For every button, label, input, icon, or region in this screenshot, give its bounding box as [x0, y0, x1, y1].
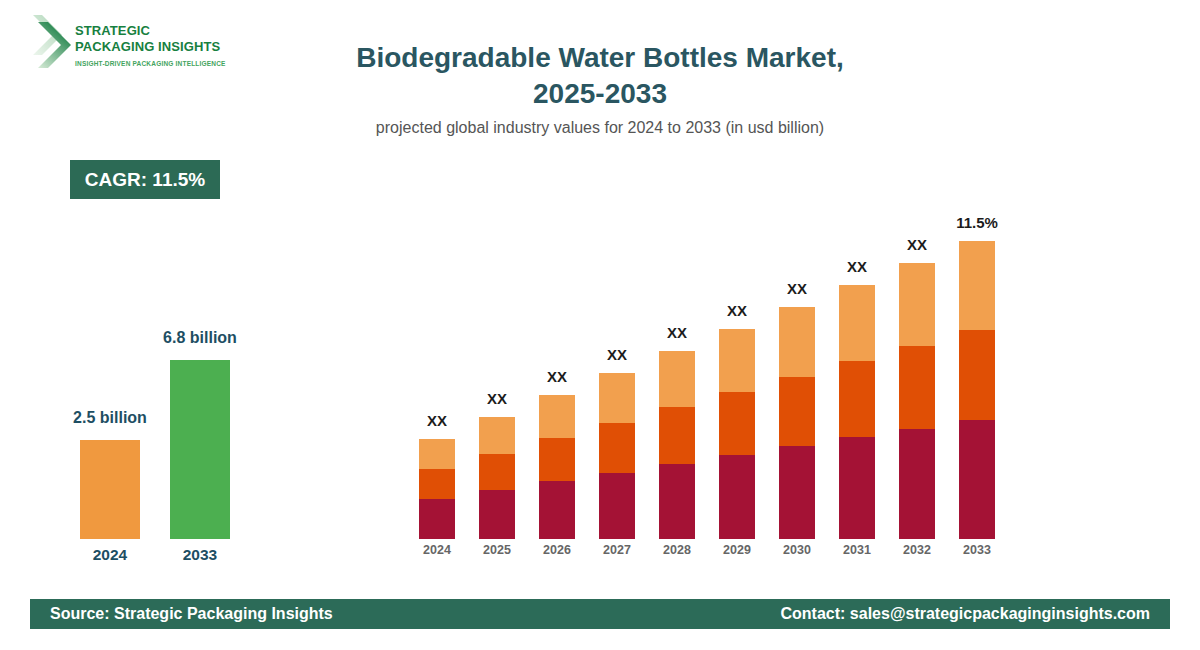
stacked-bar-2024-top-segment: [419, 439, 455, 469]
stacked-bar-2027-bottom-segment: [599, 473, 635, 539]
stacked-bar-label-2025: XX: [457, 390, 537, 407]
stacked-bar-label-2024: XX: [397, 412, 477, 429]
stacked-bar-2031-middle-segment: [839, 361, 875, 437]
stacked-bar-2025: [479, 417, 515, 539]
stacked-bar-2024-middle-segment: [419, 469, 455, 499]
stacked-bar-2031-top-segment: [839, 285, 875, 361]
stacked-bar-2027-top-segment: [599, 373, 635, 423]
stacked-bar-year-2025: 2025: [467, 543, 527, 557]
stacked-bar-label-2030: XX: [757, 280, 837, 297]
stacked-bar-label-2026: XX: [517, 368, 597, 385]
stacked-bar-2025-middle-segment: [479, 454, 515, 491]
stacked-bar-2030-bottom-segment: [779, 446, 815, 539]
stacked-bar-2025-bottom-segment: [479, 490, 515, 539]
stacked-bar-2027: [599, 373, 635, 539]
stacked-bar-2029-top-segment: [719, 329, 755, 392]
stacked-bar-2033-top-segment: [959, 241, 995, 330]
stacked-bar-2032-top-segment: [899, 263, 935, 346]
stacked-bar-2032-bottom-segment: [899, 429, 935, 539]
stacked-bar-2033: [959, 241, 995, 539]
footer-source: Source: Strategic Packaging Insights: [50, 605, 333, 623]
stacked-bar-chart: XX 2024 XX 2025 XX 2026 XX 2027 XX 2028 XX 2029 XX 20…: [0, 0, 1200, 650]
stacked-bar-2025-top-segment: [479, 417, 515, 454]
stacked-bar-label-2031: XX: [817, 258, 897, 275]
stacked-bar-2026-bottom-segment: [539, 481, 575, 539]
stacked-bar-year-2024: 2024: [407, 543, 467, 557]
stacked-bar-2026-top-segment: [539, 395, 575, 438]
stacked-bar-2029-bottom-segment: [719, 455, 755, 539]
stacked-bar-label-2028: XX: [637, 324, 717, 341]
stacked-bar-2032: [899, 263, 935, 539]
stacked-bar-2031: [839, 285, 875, 539]
stacked-bar-2028-top-segment: [659, 351, 695, 407]
stacked-bar-label-2027: XX: [577, 346, 657, 363]
stacked-bar-year-2028: 2028: [647, 543, 707, 557]
stacked-bar-year-2026: 2026: [527, 543, 587, 557]
stacked-bar-2028-bottom-segment: [659, 464, 695, 539]
stacked-bar-year-2032: 2032: [887, 543, 947, 557]
stacked-bar-2033-bottom-segment: [959, 420, 995, 539]
stacked-bar-label-2029: XX: [697, 302, 777, 319]
stacked-bar-2028-middle-segment: [659, 407, 695, 463]
stacked-bar-year-2027: 2027: [587, 543, 647, 557]
footer-contact: Contact: sales@strategicpackaginginsight…: [781, 605, 1150, 623]
stacked-bar-2027-middle-segment: [599, 423, 635, 473]
stacked-bar-2030-top-segment: [779, 307, 815, 377]
stacked-bar-2026: [539, 395, 575, 539]
stacked-bar-year-2029: 2029: [707, 543, 767, 557]
stacked-bar-2024-bottom-segment: [419, 499, 455, 539]
stacked-bar-label-2032: XX: [877, 236, 957, 253]
stacked-bar-year-2033: 2033: [947, 543, 1007, 557]
stacked-bar-2026-middle-segment: [539, 438, 575, 481]
stacked-bar-year-2031: 2031: [827, 543, 887, 557]
stacked-bar-2031-bottom-segment: [839, 437, 875, 539]
stacked-bar-2030-middle-segment: [779, 377, 815, 447]
footer-bar: Source: Strategic Packaging Insights Con…: [30, 599, 1170, 629]
stacked-bar-2032-middle-segment: [899, 346, 935, 429]
stacked-bar-2028: [659, 351, 695, 539]
stacked-bar-2029: [719, 329, 755, 539]
stacked-bar-2029-middle-segment: [719, 392, 755, 455]
stacked-bar-label-2033: 11.5%: [937, 214, 1017, 231]
stacked-bar-2030: [779, 307, 815, 539]
stacked-bar-2024: [419, 439, 455, 539]
stacked-bar-2033-middle-segment: [959, 330, 995, 419]
stacked-bar-year-2030: 2030: [767, 543, 827, 557]
